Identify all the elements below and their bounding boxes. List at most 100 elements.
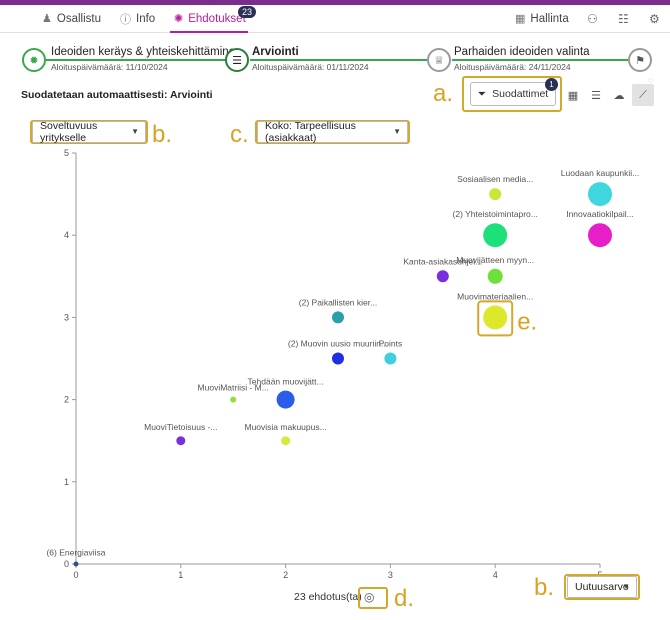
data-point-label: Points bbox=[379, 339, 403, 349]
phase-date: Aloituspäivämäärä: 24/11/2024 bbox=[454, 62, 571, 72]
data-point-label: Innovaatiokilpail... bbox=[566, 209, 634, 219]
size-select[interactable]: Koko: Tarpeellisuus (asiakkaat) ▼ bbox=[257, 120, 408, 144]
data-point[interactable] bbox=[230, 396, 237, 403]
data-point[interactable] bbox=[588, 223, 612, 248]
list-view-icon[interactable]: ☰ bbox=[591, 89, 601, 102]
phase-step-1[interactable]: ✹ bbox=[22, 48, 46, 72]
add-user-icon[interactable]: ⚇ bbox=[587, 12, 598, 26]
y-axis-select[interactable]: Soveltuvuus yritykselle ▼ bbox=[32, 120, 146, 144]
phase-step-2[interactable]: ☰ bbox=[225, 48, 249, 72]
y-tick-label: 5 bbox=[64, 148, 69, 158]
data-point[interactable] bbox=[436, 270, 449, 283]
data-point-label: MuoviTietoisuus -... bbox=[144, 422, 217, 432]
auto-filter-heading: Suodatetaan automaattisesti: Arviointi bbox=[21, 89, 213, 101]
phase-step-4[interactable]: ⚑ bbox=[628, 48, 652, 72]
tab-label: Ehdotukset bbox=[188, 12, 246, 25]
lightbulb-icon: ✹ bbox=[29, 54, 39, 67]
data-point[interactable] bbox=[332, 352, 344, 365]
group-icon[interactable]: ☷ bbox=[618, 12, 629, 26]
annotation-label-c: c. bbox=[230, 121, 249, 148]
data-point[interactable] bbox=[176, 436, 186, 446]
data-point-label: (6) Energiaviisa bbox=[46, 548, 105, 558]
proposal-count: 23 ehdotus(ta) bbox=[294, 591, 362, 603]
data-point[interactable] bbox=[487, 268, 503, 284]
phase-title: Ideoiden keräys & yhteiskehittäminen bbox=[51, 46, 242, 58]
y-tick-label: 0 bbox=[64, 559, 69, 569]
data-point[interactable] bbox=[489, 188, 502, 201]
x-tick-label: 0 bbox=[73, 570, 78, 580]
caret-down-icon: ▼ bbox=[622, 582, 630, 591]
data-point[interactable] bbox=[483, 305, 508, 330]
tab-info[interactable]: ⓘ Info bbox=[120, 5, 155, 32]
data-point-label: Tehdään muovijätt... bbox=[248, 377, 324, 387]
annotation-box-d bbox=[358, 587, 388, 609]
tab-ehdotukset[interactable]: ✺ Ehdotukset bbox=[174, 5, 246, 32]
data-point[interactable] bbox=[588, 182, 612, 207]
tab-label: Info bbox=[136, 12, 156, 25]
data-point-label: MuoviMatriisi - M... bbox=[198, 383, 269, 393]
caret-down-icon: ▼ bbox=[131, 127, 139, 136]
proposal-count-badge: 23 bbox=[238, 6, 257, 18]
trophy-icon: ♕ bbox=[434, 54, 444, 67]
annotation-label-e: e. bbox=[517, 308, 537, 335]
annotation-box-b-2 bbox=[564, 574, 640, 600]
data-point[interactable] bbox=[281, 436, 291, 446]
gear-icon[interactable]: ⚙ bbox=[649, 12, 660, 26]
size-select-value: Koko: Tarpeellisuus (asiakkaat) bbox=[265, 120, 356, 144]
annotation-label-a: a. bbox=[433, 80, 454, 107]
y-tick-label: 2 bbox=[64, 395, 69, 405]
x-tick-label: 4 bbox=[493, 570, 498, 580]
data-point-label: (2) Paikallisten kier... bbox=[299, 297, 377, 307]
data-point-label: Muovijätteen myyn... bbox=[456, 255, 534, 265]
x-axis-select[interactable]: Uutuusarvo ▼ bbox=[567, 576, 637, 598]
data-point-label: Muovimateriaalien... bbox=[457, 291, 533, 301]
caret-down-icon: ▼ bbox=[393, 127, 401, 136]
filters-label: Suodattimet bbox=[492, 88, 549, 100]
tab-osallistu[interactable]: ♟ Osallistu bbox=[42, 5, 101, 32]
eye-slash-icon[interactable]: ◌ bbox=[648, 76, 653, 85]
x-tick-label: 3 bbox=[388, 570, 393, 580]
active-tab-indicator bbox=[170, 31, 248, 33]
phase-step-3[interactable]: ♕ bbox=[427, 48, 451, 72]
phase-connector bbox=[452, 59, 628, 61]
phase-connector bbox=[46, 59, 226, 61]
y-axis-select-value: Soveltuvuus yritykselle bbox=[40, 120, 98, 144]
data-point[interactable] bbox=[332, 311, 344, 324]
phase-date: Aloituspäivämäärä: 11/10/2024 bbox=[51, 62, 168, 72]
data-point-label: Sosiaalisen media... bbox=[457, 174, 533, 184]
data-point[interactable] bbox=[384, 352, 397, 365]
data-point[interactable] bbox=[483, 223, 508, 248]
filters-button[interactable]: ⏷ Suodattimet bbox=[470, 82, 556, 106]
table-view-icon[interactable]: ▦ bbox=[567, 89, 579, 102]
hide-labels-eye-icon[interactable]: ◎ bbox=[364, 590, 375, 604]
chart-view-icon[interactable]: ⟋ bbox=[632, 84, 654, 106]
data-point[interactable] bbox=[73, 561, 79, 567]
grid-admin-icon: ▦ bbox=[515, 13, 526, 25]
annotation-label-d: d. bbox=[394, 585, 415, 612]
lightbulb-icon: ✺ bbox=[174, 13, 184, 25]
phase-title: Parhaiden ideoiden valinta bbox=[454, 46, 590, 58]
active-filter-count-badge: 1 bbox=[545, 78, 558, 91]
data-point[interactable] bbox=[276, 390, 295, 409]
annotation-label-b-2: b. bbox=[534, 574, 555, 601]
y-tick-label: 3 bbox=[64, 312, 69, 322]
admin-button[interactable]: ▦ Hallinta bbox=[515, 5, 569, 32]
annotation-label-b: b. bbox=[152, 121, 173, 148]
data-point-label: Kanta-asiakasohjel... bbox=[403, 256, 482, 266]
filter-funnel-icon: ⏷ bbox=[477, 87, 487, 100]
finish-flag-icon: ⚑ bbox=[635, 54, 645, 67]
x-tick-label: 2 bbox=[283, 570, 288, 580]
annotation-box-e bbox=[477, 300, 514, 337]
phase-connector bbox=[250, 59, 428, 61]
person-raised-hand-icon: ♟ bbox=[42, 13, 52, 25]
y-tick-label: 1 bbox=[64, 477, 69, 487]
top-navigation: ♟ Osallistu ⓘ Info ✺ Ehdotukset 23 ▦ Hal… bbox=[0, 5, 670, 33]
sliders-icon: ☰ bbox=[232, 54, 242, 67]
x-tick-label: 1 bbox=[178, 570, 183, 580]
data-point-label: Luodaan kaupunkii... bbox=[561, 168, 639, 178]
admin-label: Hallinta bbox=[530, 12, 569, 25]
cloud-view-icon[interactable]: ☁ bbox=[613, 89, 625, 102]
phase-date: Aloituspäivämäärä: 01/11/2024 bbox=[252, 62, 369, 72]
tab-label: Osallistu bbox=[56, 12, 101, 25]
x-axis-select-value: Uutuusarvo bbox=[575, 581, 629, 593]
